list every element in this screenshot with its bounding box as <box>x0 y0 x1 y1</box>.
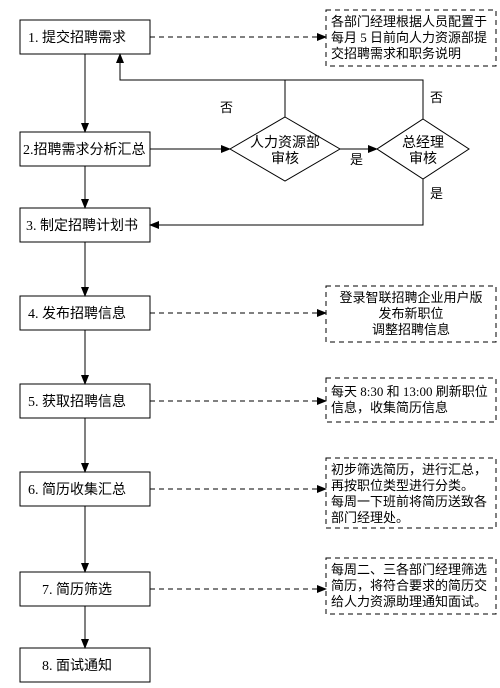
node-n2-label: 2.招聘需求分析汇总 <box>23 142 146 158</box>
node-n2: 2.招聘需求分析汇总 <box>20 132 150 166</box>
note-7-l2: 简历，将符合要求的简历交 <box>331 578 487 593</box>
node-d2: 总经理 审核 <box>377 119 469 179</box>
note-6: 初步筛选简历，进行汇总， 再按职位类型进行分类。 每周一下班前将简历送致各 部门… <box>326 458 496 528</box>
note-1-l1: 各部门经理根据人员配置于 <box>331 14 487 29</box>
flowchart-canvas: 1. 提交招聘需求 2.招聘需求分析汇总 3. 制定招聘计划书 4. 发布招聘信… <box>0 0 500 688</box>
note-6-l3: 每周一下班前将简历送致各 <box>331 494 487 509</box>
edge-d2-yes-label: 是 <box>430 186 443 201</box>
note-6-l4: 部门经理处。 <box>331 510 409 525</box>
note-7-l1: 每周二、三各部门经理筛选 <box>331 562 487 577</box>
node-n3-label: 3. 制定招聘计划书 <box>26 218 138 234</box>
node-n5-label: 5. 获取招聘信息 <box>28 393 126 410</box>
node-n5: 5. 获取招聘信息 <box>20 384 150 418</box>
edge-d1-no: 否 <box>120 54 285 117</box>
node-d2-label1: 总经理 <box>402 135 444 151</box>
note-4-l2: 发布新职位 <box>378 306 443 321</box>
node-n3: 3. 制定招聘计划书 <box>20 208 150 242</box>
node-n4-label: 4. 发布招聘信息 <box>28 305 126 322</box>
note-7: 每周二、三各部门经理筛选 简历，将符合要求的简历交 给人力资源助理通知面试。 <box>326 558 496 614</box>
note-1-l2: 每月 5 日前向人力资源部提 <box>331 30 487 45</box>
edge-d1-yes: 是 <box>340 149 377 167</box>
edge-d2-no: 否 <box>120 80 443 119</box>
note-4-l3: 调整招聘信息 <box>372 322 450 337</box>
node-n8: 8. 面试通知 <box>20 648 150 682</box>
node-n6-label: 6. 简历收集汇总 <box>28 481 126 498</box>
note-1: 各部门经理根据人员配置于 每月 5 日前向人力资源部提 交招聘需求和职务说明 <box>326 10 496 66</box>
node-n7-label: 7. 简历筛选 <box>42 581 112 598</box>
edge-d1-yes-label: 是 <box>350 152 363 167</box>
note-5: 每天 8:30 和 13:00 刷新职位 信息，收集简历信息 <box>326 378 496 422</box>
node-n6: 6. 简历收集汇总 <box>20 472 150 506</box>
node-n4: 4. 发布招聘信息 <box>20 296 150 330</box>
edge-d2-no-label: 否 <box>430 90 443 105</box>
node-d2-label2: 审核 <box>409 151 437 167</box>
node-d1-label1: 人力资源部 <box>250 135 320 151</box>
note-4-l1: 登录智联招聘企业用户版 <box>339 290 482 305</box>
note-5-l2: 信息，收集简历信息 <box>331 400 448 415</box>
edge-d2-yes: 是 <box>150 179 443 225</box>
note-6-l2: 再按职位类型进行分类。 <box>331 478 474 493</box>
note-6-l1: 初步筛选简历，进行汇总， <box>331 462 487 477</box>
note-7-l3: 给人力资源助理通知面试。 <box>331 594 487 609</box>
node-n1: 1. 提交招聘需求 <box>20 20 150 54</box>
node-n8-label: 8. 面试通知 <box>42 657 112 674</box>
note-1-l3: 交招聘需求和职务说明 <box>331 46 461 61</box>
edge-d1-no-label: 否 <box>220 100 233 115</box>
note-4: 登录智联招聘企业用户版 发布新职位 调整招聘信息 <box>326 286 496 342</box>
node-d1: 人力资源部 审核 <box>230 117 340 181</box>
note-5-l1: 每天 8:30 和 13:00 刷新职位 <box>331 384 488 399</box>
node-n7: 7. 简历筛选 <box>20 572 150 606</box>
node-d1-label2: 审核 <box>271 151 299 167</box>
node-n1-label: 1. 提交招聘需求 <box>28 29 126 46</box>
